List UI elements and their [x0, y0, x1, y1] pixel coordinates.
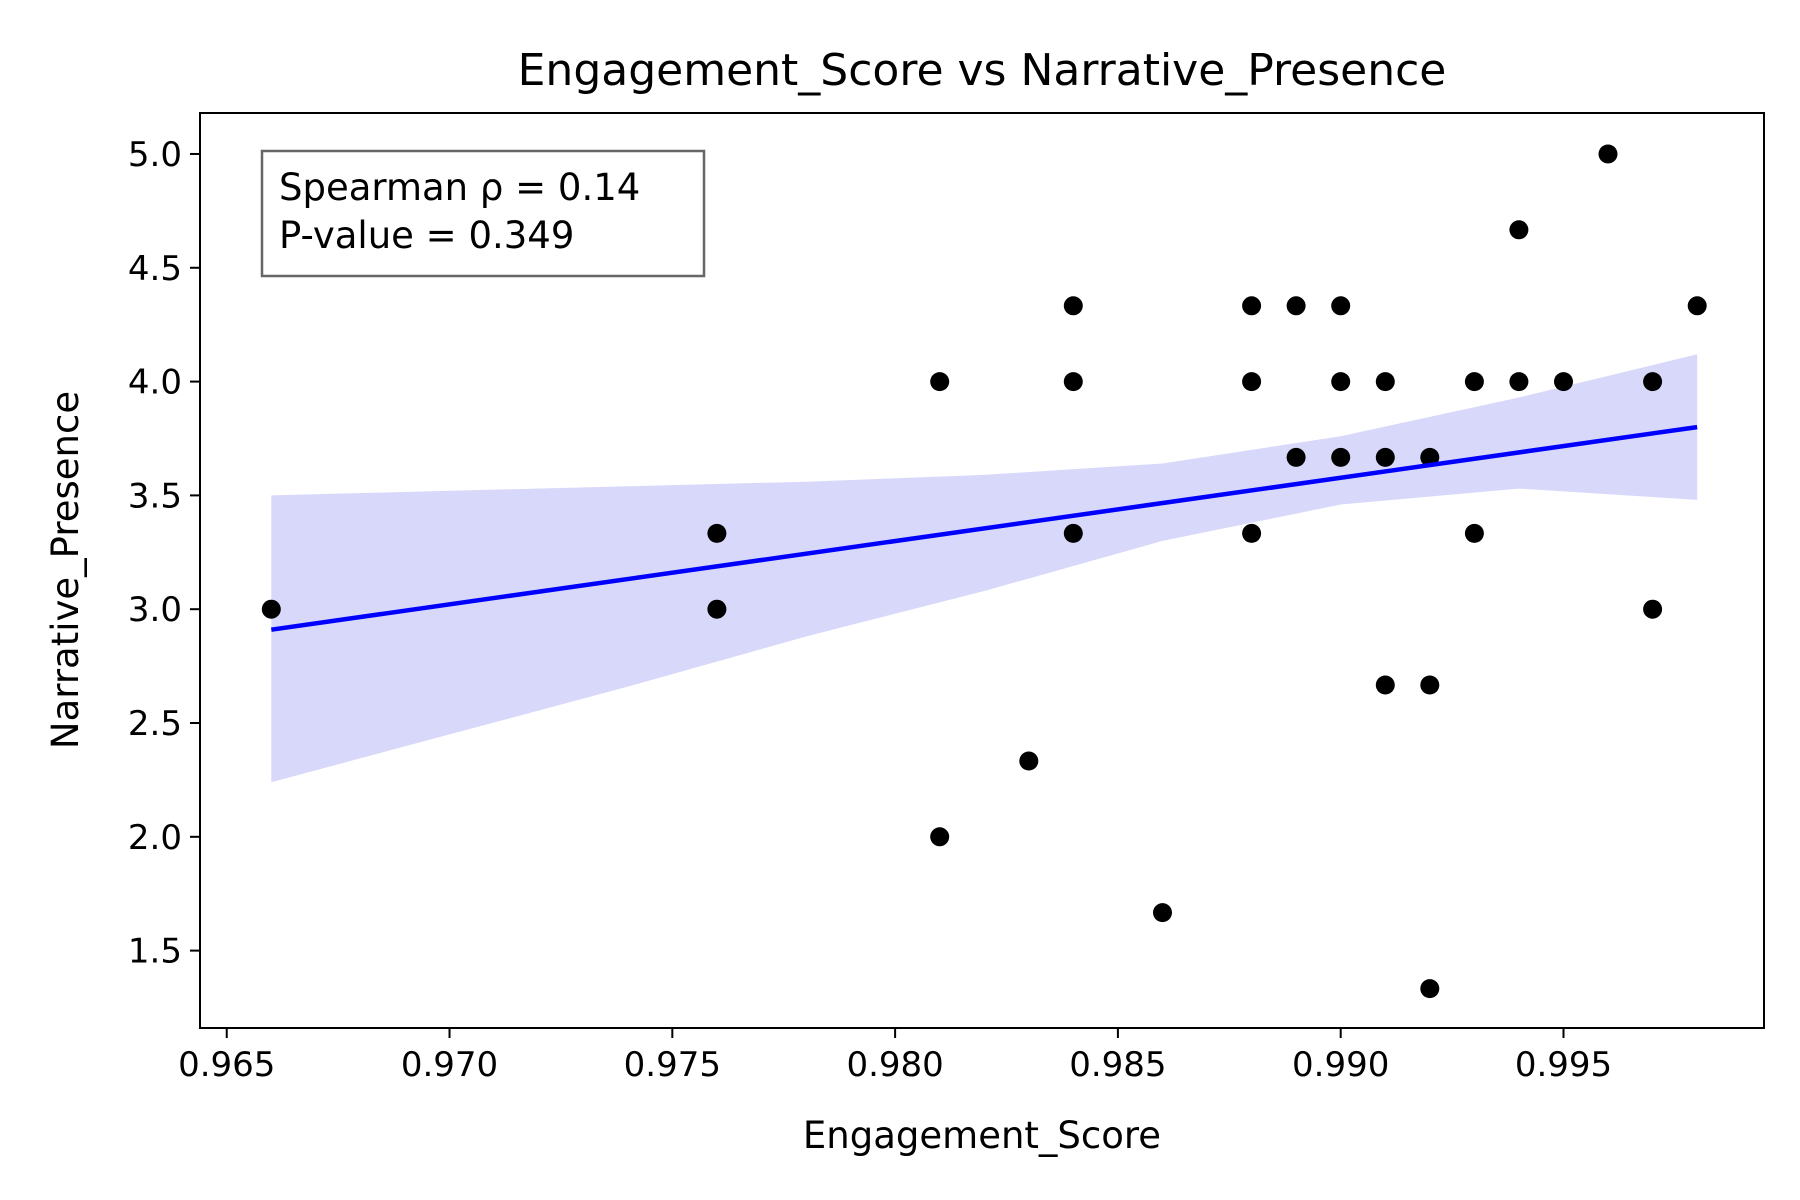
- data-point: [707, 523, 727, 543]
- x-tick-label: 0.975: [624, 1045, 721, 1085]
- x-axis-label: Engagement_Score: [803, 1114, 1161, 1157]
- data-point: [1063, 523, 1083, 543]
- plot-area-frame: [199, 112, 1765, 1029]
- y-tick-label: 3.0: [128, 590, 182, 630]
- data-point: [1063, 296, 1083, 316]
- y-tick-label: 2.5: [128, 704, 182, 744]
- data-point: [1554, 372, 1573, 392]
- data-point: [1331, 372, 1351, 392]
- x-axis-ticks: 0.965 0.970 0.975 0.980 0.985 0.990 0.995: [178, 1028, 1612, 1085]
- data-point: [1375, 447, 1395, 467]
- data-point: [1464, 523, 1484, 543]
- annotation-box-border: [260, 149, 706, 278]
- annotation-line-1: Spearman ρ = 0.14: [279, 166, 640, 209]
- data-point: [1420, 979, 1440, 999]
- scatter-points: [261, 144, 1707, 999]
- data-point: [1598, 144, 1618, 164]
- x-tick-label: 0.985: [1069, 1045, 1166, 1085]
- data-point: [1242, 296, 1262, 316]
- data-point: [1019, 751, 1039, 771]
- x-tick-label: 0.990: [1292, 1045, 1389, 1085]
- data-point: [1687, 296, 1707, 316]
- data-point: [1643, 372, 1663, 392]
- y-axis-label: Narrative_Presence: [44, 391, 87, 749]
- data-point: [1643, 599, 1663, 619]
- x-tick-label: 0.970: [401, 1045, 498, 1085]
- annotation-line-2: P-value = 0.349: [279, 214, 574, 257]
- data-point: [261, 599, 281, 619]
- data-point: [930, 827, 950, 847]
- data-point: [930, 372, 950, 392]
- data-point: [1375, 675, 1395, 695]
- y-tick-label: 2.0: [128, 818, 182, 858]
- y-tick-label: 4.0: [128, 363, 182, 403]
- data-point: [1063, 372, 1083, 392]
- data-point: [1242, 372, 1262, 392]
- stats-annotation-box: Spearman ρ = 0.14 P-value = 0.349: [260, 149, 706, 278]
- data-point: [1331, 296, 1351, 316]
- chart-title: Engagement_Score vs Narrative_Presence: [518, 45, 1447, 96]
- data-point: [1286, 296, 1306, 316]
- y-tick-label: 4.5: [128, 249, 182, 289]
- data-point: [1509, 220, 1529, 240]
- x-tick-label: 0.995: [1515, 1045, 1612, 1085]
- y-tick-label: 3.5: [128, 476, 182, 516]
- fit-line-layer: [270, 424, 1698, 632]
- data-point: [1286, 447, 1306, 467]
- regression-line: [270, 424, 1698, 632]
- data-point: [1509, 372, 1529, 392]
- data-point: [707, 599, 727, 619]
- y-axis-ticks: 1.5 2.0 2.5 3.0 3.5 4.0 4.5 5.0: [128, 135, 200, 972]
- x-tick-label: 0.965: [178, 1045, 275, 1085]
- data-point: [1242, 523, 1262, 543]
- data-point: [1464, 372, 1484, 392]
- y-tick-label: 5.0: [128, 135, 182, 175]
- y-tick-label: 1.5: [128, 932, 182, 972]
- x-tick-label: 0.980: [846, 1045, 943, 1085]
- data-point: [1331, 447, 1351, 467]
- data-point: [1420, 675, 1440, 695]
- data-point: [1375, 372, 1395, 392]
- data-point: [1153, 903, 1172, 923]
